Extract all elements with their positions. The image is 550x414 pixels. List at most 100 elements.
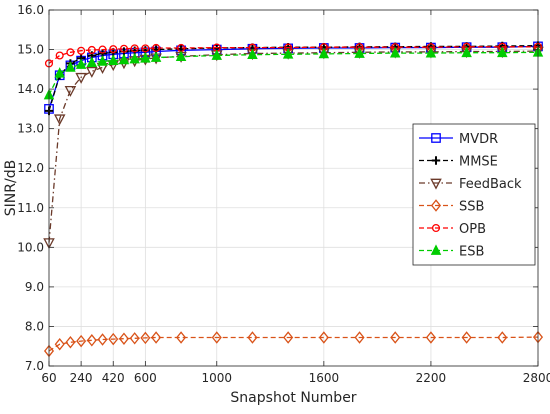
legend-label: SSB	[459, 200, 484, 215]
data-point-opb	[141, 44, 150, 53]
x-tick-label: 1600	[309, 371, 340, 385]
data-point-ssb	[247, 331, 258, 344]
legend-label: OPB	[459, 222, 486, 237]
data-point-esb	[97, 55, 108, 66]
y-axis-label: SINR/dB	[3, 160, 19, 216]
x-tick-label: 2200	[416, 371, 447, 385]
data-point-ssb	[390, 331, 401, 344]
data-point-opb	[55, 51, 64, 60]
series-ssb	[43, 330, 544, 358]
data-point-esb	[54, 67, 65, 78]
data-point-esb	[318, 47, 330, 59]
series-line-feedback	[48, 50, 539, 243]
legend-swatch-marker	[431, 133, 441, 143]
data-point-ssb	[497, 331, 508, 344]
data-point-opb	[109, 45, 118, 54]
y-tick-label: 14.0	[17, 82, 44, 96]
data-point-esb	[282, 48, 294, 59]
legend-swatch-marker	[431, 223, 441, 233]
data-point-ssb	[318, 331, 329, 344]
data-point-ssb	[461, 331, 472, 344]
legend-item-mmse: MMSE	[419, 155, 498, 170]
data-point-ssb	[425, 331, 436, 344]
y-tick-label: 8.0	[25, 319, 44, 333]
legend-item-opb: OPB	[419, 222, 486, 237]
data-point-ssb	[129, 332, 140, 345]
legend-item-mvdr: MVDR	[419, 132, 498, 147]
data-point-esb	[86, 56, 98, 67]
legend: MVDR MMSE FeedBack SSB OPB ESB	[412, 123, 536, 266]
legend-label: ESB	[459, 245, 484, 260]
data-point-feedback	[64, 85, 77, 97]
legend-label: FeedBack	[459, 177, 522, 192]
legend-box	[412, 123, 536, 266]
y-tick-label: 11.0	[17, 201, 44, 215]
data-point-opb	[66, 48, 75, 57]
data-point-ssb	[54, 338, 65, 351]
series-line-esb	[48, 51, 539, 96]
series-esb	[43, 46, 544, 100]
data-point-esb	[129, 52, 140, 64]
data-point-esb	[497, 46, 508, 58]
data-point-esb	[461, 46, 472, 58]
y-tick-label: 15.0	[17, 43, 44, 57]
legend-item-feedback: FeedBack	[419, 177, 522, 192]
data-point-ssb	[283, 331, 294, 344]
data-point-ssb	[86, 334, 97, 347]
series-layer	[43, 41, 544, 358]
data-point-opb	[119, 44, 129, 53]
series-line-mvdr	[48, 45, 539, 110]
data-point-esb	[65, 61, 76, 72]
legend-item-ssb: SSB	[419, 199, 484, 215]
y-tick-label: 9.0	[25, 280, 44, 294]
data-point-esb	[118, 53, 130, 65]
data-point-opb	[87, 45, 96, 55]
legend-item-esb: ESB	[419, 244, 484, 260]
plot-frame	[48, 9, 539, 367]
y-tick-label: 10.0	[17, 240, 44, 254]
data-point-ssb	[354, 331, 365, 344]
legend-label: MVDR	[459, 132, 498, 147]
data-point-esb	[150, 51, 162, 62]
data-point-ssb	[151, 331, 162, 344]
data-point-ssb	[76, 334, 87, 348]
x-axis-label: Snapshot Number	[230, 390, 356, 406]
data-point-esb	[354, 47, 365, 58]
data-point-opb	[130, 44, 139, 53]
legend-swatch-marker	[430, 178, 442, 190]
data-point-esb	[140, 52, 151, 63]
series-opb	[44, 42, 543, 68]
data-point-ssb	[108, 332, 119, 346]
series-line-opb	[48, 46, 538, 64]
series-line-ssb	[48, 336, 539, 352]
data-point-esb	[425, 46, 437, 58]
y-tick-label: 7.0	[25, 359, 44, 373]
data-point-feedback	[86, 66, 98, 78]
data-point-opb	[77, 46, 86, 55]
data-point-feedback	[53, 114, 66, 126]
y-tick-label: 13.0	[17, 122, 44, 136]
data-point-esb	[107, 54, 119, 65]
data-point-feedback	[75, 72, 87, 84]
data-point-ssb	[97, 333, 108, 346]
legend-swatch-marker	[430, 199, 442, 212]
data-point-ssb	[176, 331, 187, 344]
x-tick-label: 600	[134, 371, 157, 385]
data-point-esb	[75, 58, 87, 69]
data-point-esb	[175, 50, 187, 62]
data-point-ssb	[118, 332, 129, 345]
data-point-esb	[247, 48, 258, 60]
data-point-ssb	[211, 331, 222, 344]
x-tick-label: 60	[41, 371, 56, 385]
y-tick-label: 16.0	[17, 3, 44, 17]
x-tick-label: 2800	[523, 371, 550, 385]
data-point-ssb	[65, 336, 76, 349]
axis-ticks: 60 240 420 600 1000 1600 2200 2800 7.0 8.0 9.0 10.0…	[17, 3, 550, 385]
x-tick-label: 240	[70, 371, 93, 385]
x-tick-label: 1000	[201, 371, 232, 385]
legend-swatch-marker	[431, 156, 441, 165]
data-point-ssb	[140, 331, 151, 345]
data-point-esb	[389, 46, 401, 58]
x-tick-label: 420	[102, 371, 125, 385]
